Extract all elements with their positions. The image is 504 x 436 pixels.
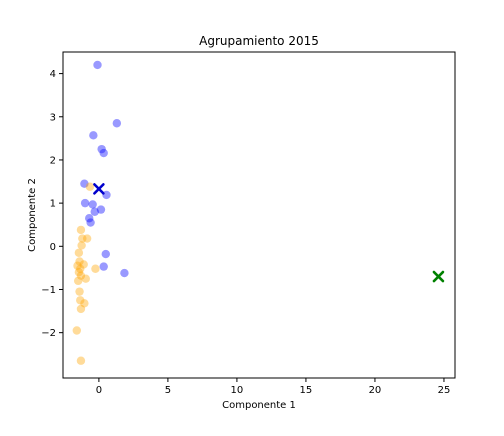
x-axis-label: Componente 1: [222, 400, 296, 411]
data-marks: [72, 60, 445, 365]
scatter-point-series-1: [93, 60, 102, 70]
scatter-point-series-2: [76, 264, 85, 273]
scatter-point-series-2: [72, 326, 82, 335]
centroid-marker-2: [432, 270, 445, 283]
scatter-point-series-1: [85, 214, 94, 223]
x-tick-label: 25: [438, 385, 451, 396]
y-axis: −2 −1 0 1 2 3 4: [41, 69, 63, 339]
scatter-point-series-1: [99, 262, 108, 271]
y-axis-label: Componente 2: [27, 178, 38, 252]
scatter-point-series-2: [79, 260, 88, 269]
y-tick-label: 2: [50, 155, 56, 166]
scatter-point-series-1: [101, 249, 110, 259]
scatter-point-series-2: [91, 264, 100, 273]
scatter-point-series-2: [82, 234, 92, 243]
x-tick-label: 15: [300, 385, 313, 396]
x-tick-label: 10: [231, 385, 244, 396]
scatter-point-series-2: [81, 274, 90, 283]
scatter-point-series-2: [73, 261, 82, 270]
scatter-point-series-1: [99, 148, 108, 158]
scatter-point-series-2: [76, 225, 86, 235]
scatter-point-series-2: [85, 182, 95, 191]
centroid-marker-1: [93, 183, 105, 195]
scatter-point-series-2: [76, 271, 86, 280]
y-tick-label: 0: [50, 242, 56, 253]
y-tick-label: 3: [50, 112, 56, 123]
scatter-point-series-2: [80, 299, 89, 308]
scatter-point-series-1: [120, 268, 129, 278]
x-tick-label: 0: [96, 385, 102, 396]
scatter-point-series-2: [76, 296, 85, 305]
x-axis: 0 5 10 15 20 25: [96, 378, 451, 396]
x-tick-label: 20: [369, 385, 382, 396]
scatter-point-series-1: [80, 179, 89, 188]
scatter-point-series-1: [96, 205, 106, 214]
scatter-point-series-2: [74, 248, 84, 257]
y-tick-label: −2: [41, 328, 56, 339]
scatter-point-series-1: [90, 207, 99, 216]
scatter-point-series-1: [86, 218, 95, 227]
chart-title: Agrupamiento 2015: [199, 34, 319, 48]
scatter-point-series-1: [97, 144, 106, 154]
scatter-point-series-2: [75, 257, 84, 266]
scatter-point-series-2: [74, 268, 84, 277]
scatter-point-series-2: [75, 287, 84, 296]
scatter-point-series-2: [76, 356, 86, 365]
scatter-point-series-2: [77, 241, 86, 250]
y-tick-label: 1: [50, 199, 56, 210]
scatter-point-series-1: [88, 200, 97, 209]
y-tick-label: −1: [41, 285, 56, 296]
y-tick-label: 4: [50, 69, 56, 80]
x-tick-label: 5: [165, 385, 171, 396]
scatter-point-series-2: [73, 276, 83, 286]
scatter-point-series-1: [89, 131, 98, 140]
plot-frame: [62, 51, 456, 379]
scatter-point-series-1: [112, 119, 122, 128]
scatter-point-series-2: [78, 234, 87, 243]
scatter-point-series-1: [80, 198, 90, 208]
scatter-point-series-2: [76, 304, 86, 314]
